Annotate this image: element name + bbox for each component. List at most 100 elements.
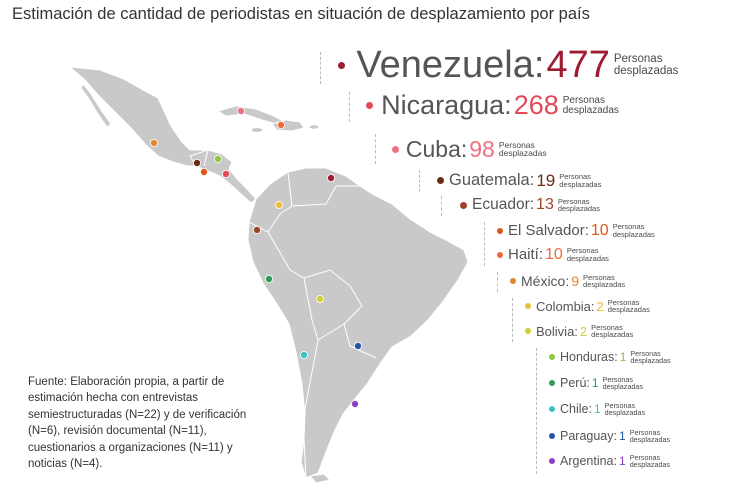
legend-country-name: Venezuela: [356, 44, 534, 87]
legend-separator: :: [584, 222, 589, 240]
map-dot-peru: [264, 274, 273, 283]
legend-leader-line: [536, 348, 537, 474]
legend-count: 1: [619, 429, 626, 444]
legend-unit-line1: Personas: [591, 322, 623, 332]
legend-unit-line2: desplazadas: [591, 330, 634, 340]
legend-count: 2: [596, 298, 604, 314]
legend-entry-guatemala: Guatemala:19 Personas desplazadas: [437, 171, 601, 191]
legend-separator: :: [613, 429, 617, 444]
legend-separator: :: [538, 246, 544, 264]
legend-entry-peru: Perú:1 Personas desplazadas: [549, 376, 643, 392]
map-dot-paraguay: [353, 341, 362, 350]
legend-count: 9: [571, 273, 580, 290]
south-america-shape: [247, 167, 469, 479]
jamaica-shape: [250, 127, 264, 133]
legend-unit-line1: Personas: [562, 94, 605, 106]
legend-leader-line: [441, 196, 442, 216]
legend-unit-line2: desplazadas: [559, 179, 602, 189]
legend-country-name: Cuba: [405, 135, 461, 162]
legend-count: 2: [579, 323, 588, 339]
legend-dot: [549, 354, 555, 361]
legend-unit-line2: desplazadas: [498, 148, 547, 159]
map-dot-venezuela: [326, 173, 335, 182]
legend-unit: Personas desplazadas: [559, 173, 601, 188]
legend-unit: Personas desplazadas: [629, 428, 670, 444]
legend-separator: :: [586, 376, 590, 391]
legend-country-name: México: [521, 273, 566, 290]
legend-unit-line1: Personas: [607, 297, 640, 307]
legend-unit-line2: desplazadas: [604, 408, 646, 418]
legend-unit-line1: Personas: [613, 53, 663, 66]
legend-entry-honduras: Honduras:1 Personas desplazadas: [549, 349, 671, 365]
map-dot-cuba: [236, 107, 245, 116]
legend-count: 1: [619, 350, 627, 365]
legend-separator: :: [614, 350, 618, 365]
legend-entry-nicaragua: Nicaragua:268 Personas desplazadas: [366, 90, 619, 121]
legend-unit-line2: desplazadas: [562, 104, 619, 116]
map-dot-guatemala: [192, 158, 201, 167]
legend-count: 10: [590, 221, 609, 239]
legend-unit-line1: Personas: [629, 453, 661, 463]
legend-separator: :: [588, 402, 592, 417]
legend-leader-line: [320, 52, 321, 84]
legend-separator: :: [529, 196, 535, 214]
baja-shape: [80, 83, 112, 128]
legend-unit-line1: Personas: [583, 272, 615, 282]
legend-country-name: Nicaragua: [381, 90, 505, 121]
legend-unit: Personas desplazadas: [602, 376, 643, 392]
map-dot-colombia: [274, 200, 283, 209]
legend-unit: Personas desplazadas: [562, 94, 619, 116]
tierra-del-fuego-shape: [309, 473, 331, 484]
legend-count: 13: [536, 196, 554, 214]
legend-separator: :: [460, 135, 468, 162]
legend-unit-line2: desplazadas: [583, 280, 626, 290]
legend-leader-line: [512, 298, 513, 342]
legend-unit-line2: desplazadas: [612, 229, 655, 239]
legend-dot: [510, 278, 516, 285]
legend-unit: Personas desplazadas: [629, 453, 670, 469]
legend-count: 98: [469, 135, 495, 162]
legend-unit: Personas desplazadas: [613, 223, 655, 238]
legend-unit: Personas desplazadas: [583, 274, 625, 289]
legend-entry-colombia: Colombia:2 Personas desplazadas: [525, 299, 650, 314]
cuba-shape: [217, 105, 288, 126]
legend-unit: Personas desplazadas: [567, 247, 609, 262]
map-dot-ecuador: [252, 225, 261, 234]
legend-entry-bolivia: Bolivia:2 Personas desplazadas: [525, 324, 633, 339]
legend-count: 19: [536, 170, 556, 190]
legend-count: 1: [619, 454, 626, 469]
legend-count: 10: [545, 245, 563, 263]
legend-unit: Personas desplazadas: [604, 402, 646, 418]
legend-entry-chile: Chile:1 Personas desplazadas: [549, 402, 646, 418]
legend-entry-cuba: Cuba:98 Personas desplazadas: [392, 136, 547, 163]
legend-separator: :: [613, 454, 617, 469]
legend-dot: [437, 177, 444, 185]
legend-dot: [366, 102, 373, 110]
legend-entry-paraguay: Paraguay:1 Personas desplazadas: [549, 428, 670, 444]
legend-count: 1: [593, 402, 601, 417]
legend-count: 1: [591, 376, 599, 391]
legend-leader-line: [349, 92, 350, 122]
legend-unit: Personas desplazadas: [614, 54, 679, 77]
legend-leader-line: [375, 134, 376, 164]
legend-country-name: Colombia: [536, 298, 591, 314]
country-dots: [149, 107, 362, 408]
legend-unit-line1: Personas: [629, 428, 661, 438]
legend-unit-line2: desplazadas: [557, 204, 600, 214]
legend-entry-el-salvador: El Salvador:10 Personas desplazadas: [497, 222, 655, 240]
legend-unit-line1: Personas: [559, 172, 591, 182]
puerto-rico-shape: [308, 124, 320, 130]
legend-dot: [549, 406, 555, 413]
country-borders: [203, 149, 377, 479]
legend-dot: [549, 433, 555, 440]
legend-unit-line2: desplazadas: [613, 64, 679, 77]
legend-unit-line1: Personas: [612, 222, 645, 232]
legend-country-name: Perú: [560, 376, 587, 391]
legend-unit-line2: desplazadas: [602, 382, 643, 392]
legend-count: 477: [546, 44, 610, 87]
legend-entry-ecuador: Ecuador:13 Personas desplazadas: [460, 196, 600, 214]
legend-unit: Personas desplazadas: [558, 198, 600, 213]
legend-unit-line1: Personas: [498, 139, 535, 150]
legend-unit-line1: Personas: [630, 349, 661, 359]
